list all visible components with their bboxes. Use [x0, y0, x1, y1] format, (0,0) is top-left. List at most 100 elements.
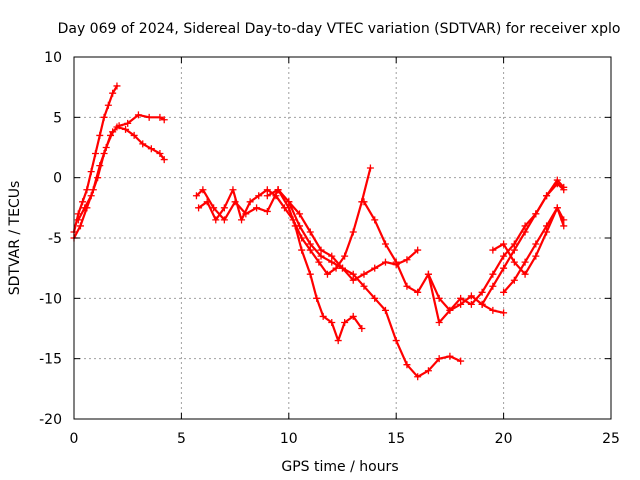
- data-point: [424, 270, 432, 278]
- series-track-7: [274, 186, 465, 381]
- series-track-6: [263, 186, 366, 345]
- data-point: [560, 222, 568, 230]
- data-point: [381, 258, 389, 266]
- data-point: [220, 216, 228, 224]
- data-point: [285, 204, 293, 212]
- data-point: [124, 119, 132, 127]
- series-track-10: [478, 176, 568, 308]
- data-point: [306, 246, 314, 254]
- series-line: [362, 200, 505, 314]
- data-point: [467, 292, 475, 300]
- data-point: [424, 367, 432, 375]
- series-track-3: [74, 123, 168, 224]
- y-tick-label: 5: [53, 110, 62, 126]
- data-point: [317, 252, 325, 260]
- y-tick-label: -20: [39, 412, 62, 428]
- data-point: [341, 252, 349, 260]
- axis-ticks: 0 5 10 15 20 25 -20 -15 -10 -5 0 5 10: [39, 50, 620, 447]
- y-tick-label: -15: [39, 352, 62, 368]
- data-point: [147, 145, 155, 153]
- y-axis-label: SDTVAR / TECUs: [7, 181, 23, 296]
- data-point: [199, 186, 207, 194]
- data-point: [94, 174, 102, 182]
- data-point: [306, 240, 314, 248]
- data-point: [306, 228, 314, 236]
- data-point: [313, 294, 321, 302]
- data-point: [274, 186, 282, 194]
- data-point: [349, 270, 357, 278]
- data-point: [435, 294, 443, 302]
- data-point: [339, 264, 346, 272]
- series-track-9: [424, 180, 568, 326]
- data-point: [500, 288, 508, 296]
- data-point: [446, 306, 454, 314]
- data-point: [341, 318, 349, 326]
- data-point: [79, 198, 87, 206]
- data-point: [87, 192, 95, 200]
- data-point: [332, 264, 340, 272]
- data-point: [291, 222, 299, 230]
- data-point: [263, 186, 271, 194]
- data-point: [296, 210, 304, 218]
- data-point: [489, 270, 497, 278]
- data-point: [521, 228, 529, 236]
- data-point: [83, 186, 91, 194]
- data-point: [532, 210, 540, 218]
- data-point: [543, 192, 551, 200]
- data-point: [192, 192, 200, 200]
- series-track-5: [195, 164, 374, 278]
- data-point: [156, 150, 164, 158]
- data-point: [113, 82, 121, 90]
- data-point: [457, 300, 465, 308]
- data-point: [100, 150, 108, 158]
- data-point: [510, 258, 518, 266]
- series-line: [427, 182, 565, 324]
- series-line: [277, 188, 462, 378]
- y-tick-label: -10: [39, 291, 62, 307]
- y-tick-label: -5: [48, 231, 62, 247]
- series-line: [72, 84, 119, 234]
- data-point: [130, 131, 138, 139]
- data-point: [489, 282, 497, 290]
- data-point: [360, 270, 368, 278]
- y-tick-label: 10: [44, 50, 62, 66]
- data-point: [96, 131, 104, 139]
- data-point: [560, 183, 568, 191]
- data-point: [500, 252, 508, 260]
- data-point: [212, 216, 220, 224]
- data-point: [349, 312, 357, 320]
- x-axis-label: GPS time / hours: [281, 459, 398, 475]
- data-point: [210, 204, 218, 212]
- data-point: [349, 276, 357, 284]
- data-point: [122, 125, 130, 133]
- data-point: [76, 222, 84, 230]
- data-point: [414, 288, 422, 296]
- data-point: [489, 246, 497, 254]
- series-line: [72, 113, 166, 240]
- series-track-12: [500, 204, 568, 296]
- x-tick-label: 10: [280, 431, 298, 447]
- x-tick-label: 15: [387, 431, 405, 447]
- series-track-1: [70, 82, 121, 236]
- data-point: [489, 306, 497, 314]
- data-point: [478, 300, 486, 308]
- data-point: [500, 309, 508, 317]
- data-point: [403, 282, 411, 290]
- data-point: [220, 204, 228, 212]
- data-point: [334, 337, 342, 345]
- x-tick-label: 0: [70, 431, 79, 447]
- series-line: [195, 188, 419, 282]
- data-point: [371, 294, 379, 302]
- data-point: [358, 325, 366, 332]
- data-point: [403, 361, 411, 369]
- data-point: [323, 270, 331, 278]
- data-point: [91, 150, 99, 158]
- data-point: [134, 111, 142, 119]
- data-point: [403, 256, 411, 264]
- data-point: [446, 352, 454, 360]
- data-point: [272, 192, 280, 200]
- series-track-2: [70, 111, 168, 242]
- data-point: [263, 207, 271, 215]
- series-track-11: [489, 204, 568, 278]
